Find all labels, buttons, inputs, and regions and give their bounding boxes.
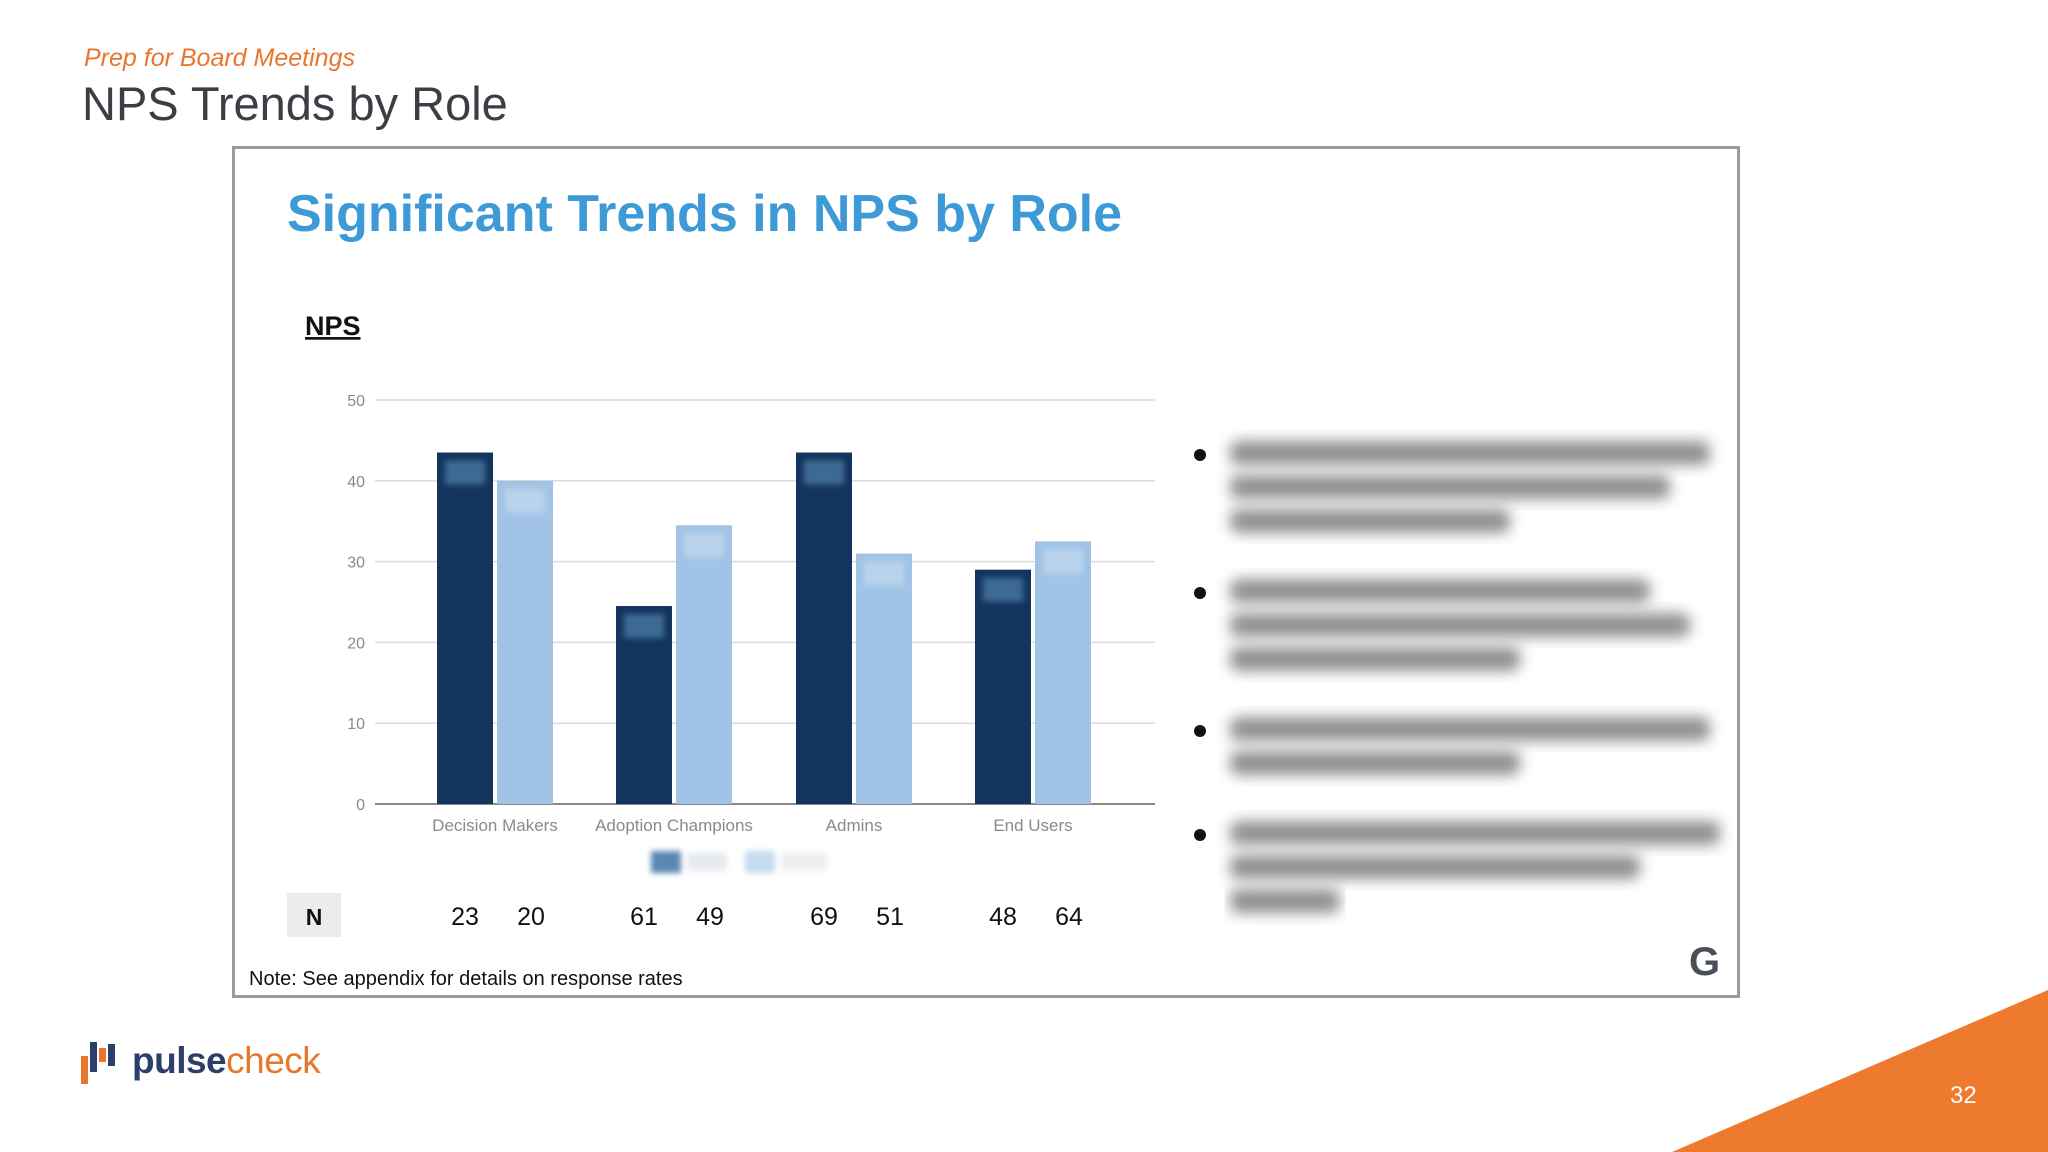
bullet-dot — [1194, 449, 1206, 461]
bar — [616, 606, 672, 804]
y-tick-label: 40 — [347, 474, 365, 491]
bullet-dot — [1194, 587, 1206, 599]
logo-text-bold: pulse — [132, 1040, 227, 1081]
bar-label-blurred — [684, 533, 724, 558]
pulsecheck-logo-icon — [81, 1042, 115, 1084]
bullet-text-blurred — [1230, 509, 1510, 533]
bullet-dot — [1194, 829, 1206, 841]
bar — [497, 480, 553, 804]
bar-label-blurred — [624, 614, 664, 639]
legend-label-blurred — [687, 853, 727, 871]
bullet-text-blurred — [1230, 889, 1340, 913]
y-tick-label: 10 — [347, 716, 365, 733]
logo-text-light: check — [226, 1040, 321, 1081]
chart-title: Significant Trends in NPS by Role — [287, 185, 1122, 243]
x-tick-label: Decision Makers — [432, 816, 558, 835]
page-number: 32 — [1950, 1082, 1977, 1109]
bar-label-blurred — [864, 561, 904, 586]
bullet-text-blurred — [1230, 579, 1650, 603]
y-tick-label: 0 — [356, 797, 365, 814]
x-tick-label: End Users — [993, 816, 1072, 835]
y-tick-label: 20 — [347, 635, 365, 652]
legend-swatch-blurred — [745, 851, 775, 873]
bullet-text-blurred — [1230, 751, 1520, 775]
nps-chart: Significant Trends in NPS by Role NPS 0 1… — [249, 185, 1720, 990]
x-tick-label: Admins — [826, 816, 883, 835]
chart-image-frame: Significant Trends in NPS by Role NPS 0 1… — [232, 146, 1740, 998]
bullet-text-blurred — [1230, 441, 1710, 465]
bar — [437, 452, 493, 804]
pulsecheck-logo: pulsecheck — [80, 1036, 321, 1086]
bar — [975, 569, 1031, 804]
n-value: 20 — [517, 903, 545, 931]
page-title: NPS Trends by Role — [82, 77, 508, 130]
bullet-text-blurred — [1230, 475, 1670, 499]
legend-label-blurred — [781, 853, 827, 871]
bullet-text-blurred — [1230, 613, 1690, 637]
y-tick-label: 30 — [347, 555, 365, 572]
n-value: 69 — [810, 903, 838, 931]
n-value: 64 — [1055, 903, 1083, 931]
pulsecheck-logo-text: pulsecheck — [132, 1040, 321, 1082]
bar — [1035, 541, 1091, 804]
n-label-box — [287, 893, 341, 937]
n-value: 61 — [630, 903, 658, 931]
bar-label-blurred — [983, 577, 1023, 602]
chart-note: Note: See appendix for details on respon… — [249, 968, 683, 990]
bar — [856, 553, 912, 804]
n-value: 51 — [876, 903, 904, 931]
bar — [676, 525, 732, 804]
bullet-text-blurred — [1230, 821, 1720, 845]
slide-kicker: Prep for Board Meetings — [84, 44, 355, 72]
bullet-dot — [1194, 725, 1206, 737]
blurred-bullet-list — [1194, 441, 1720, 913]
n-value: 48 — [989, 903, 1017, 931]
bullet-text-blurred — [1230, 717, 1710, 741]
bullet-text-blurred — [1230, 855, 1640, 879]
corner-g-logo: G — [1689, 940, 1720, 984]
bullet-text-blurred — [1230, 647, 1520, 671]
n-value: 49 — [696, 903, 724, 931]
bar — [796, 452, 852, 804]
n-label: N — [306, 904, 323, 930]
bar-label-blurred — [505, 488, 545, 513]
bar-label-blurred — [804, 460, 844, 485]
y-axis-label: NPS — [305, 311, 361, 341]
y-tick-label: 50 — [347, 393, 365, 410]
n-value: 23 — [451, 903, 479, 931]
bar-label-blurred — [1043, 549, 1083, 574]
x-tick-label: Adoption Champions — [595, 816, 753, 835]
bar-label-blurred — [445, 460, 485, 485]
legend-swatch-blurred — [651, 851, 681, 873]
